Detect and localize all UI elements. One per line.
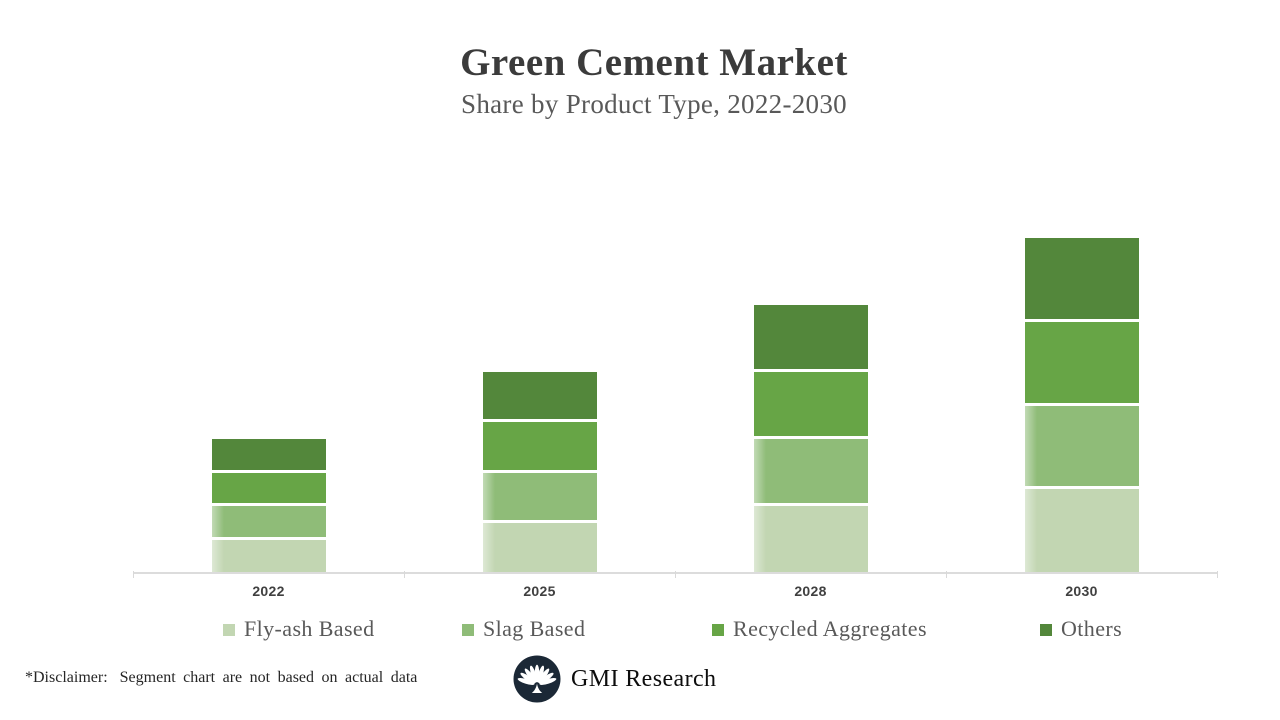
- disclaimer-text: Segment chart are not based on actual da…: [119, 669, 418, 686]
- chart-header: Green Cement Market Share by Product Typ…: [0, 40, 1280, 120]
- bar-segment-recycled-aggregates-2022: [211, 472, 326, 506]
- bar-segment-slag-based-2025: [482, 472, 597, 523]
- bar-group-2030: [1024, 238, 1139, 573]
- disclaimer-label: *Disclaimer:: [25, 669, 108, 686]
- legend-marker-icon: [223, 624, 235, 636]
- bar-segment-others-2025: [482, 372, 597, 423]
- legend-item-fly-ash-based: Fly-ash Based: [223, 616, 374, 642]
- bar-group-2028: [753, 305, 868, 573]
- bar-segment-recycled-aggregates-2028: [753, 372, 868, 439]
- legend-marker-icon: [462, 624, 474, 636]
- axis-tick: [946, 571, 947, 578]
- x-axis-label-2025: 2025: [523, 583, 556, 599]
- bar-segment-fly-ash-based-2028: [753, 506, 868, 573]
- axis-tick: [404, 571, 405, 578]
- x-axis-label-2022: 2022: [252, 583, 285, 599]
- bar-group-2025: [482, 372, 597, 573]
- bar-segment-slag-based-2022: [211, 506, 326, 540]
- bar-segment-fly-ash-based-2022: [211, 539, 326, 573]
- brand-name: GMI Research: [571, 665, 717, 692]
- bar-segment-others-2030: [1024, 238, 1139, 322]
- bar-segment-others-2022: [211, 439, 326, 473]
- bar-segment-recycled-aggregates-2030: [1024, 321, 1139, 406]
- legend-label: Recycled Aggregates: [733, 616, 927, 641]
- legend-marker-icon: [1040, 624, 1052, 636]
- bar-segment-slag-based-2028: [753, 439, 868, 506]
- axis-tick: [1217, 571, 1218, 578]
- bar-group-2022: [211, 439, 326, 573]
- bar-segment-fly-ash-based-2030: [1024, 489, 1139, 573]
- bar-segment-others-2028: [753, 305, 868, 372]
- legend-label: Slag Based: [483, 616, 586, 641]
- legend-item-slag-based: Slag Based: [462, 616, 585, 642]
- legend-label: Fly-ash Based: [244, 616, 375, 641]
- legend-marker-icon: [712, 624, 724, 636]
- legend-item-others: Others: [1040, 616, 1122, 642]
- chart-subtitle: Share by Product Type, 2022-2030: [461, 89, 847, 119]
- bar-segment-slag-based-2030: [1024, 405, 1139, 490]
- bar-segment-fly-ash-based-2025: [482, 522, 597, 573]
- axis-tick: [675, 571, 676, 578]
- brand-lockup: GMI Research: [513, 655, 716, 703]
- x-axis-label-2028: 2028: [794, 583, 827, 599]
- chart-title: Green Cement Market: [460, 41, 848, 84]
- x-axis-label-2030: 2030: [1065, 583, 1098, 599]
- gmi-palm-logo-icon: [513, 655, 561, 703]
- axis-tick: [133, 571, 134, 578]
- disclaimer: *Disclaimer: Segment chart are not based …: [25, 669, 417, 687]
- legend-label: Others: [1061, 616, 1123, 641]
- legend-item-recycled-aggregates: Recycled Aggregates: [712, 616, 927, 642]
- bar-segment-recycled-aggregates-2025: [482, 422, 597, 473]
